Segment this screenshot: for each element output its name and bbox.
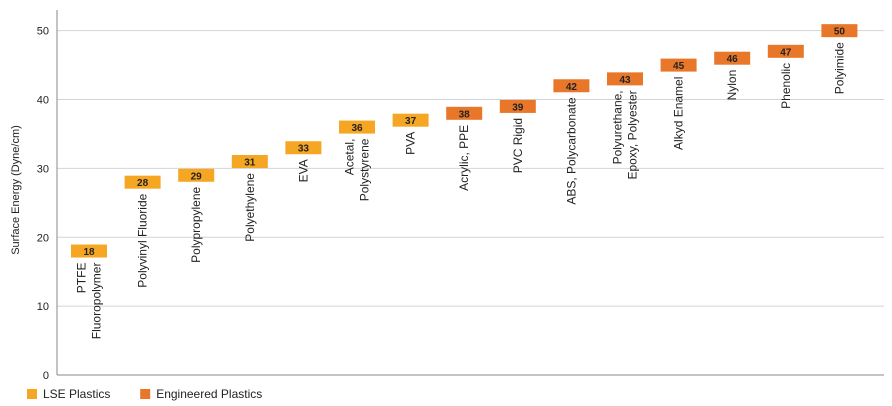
category-label: Polyethylene (243, 173, 257, 242)
y-tick-label: 20 (37, 232, 49, 244)
category-label: Acetal, (343, 139, 357, 176)
data-label: 47 (780, 47, 792, 58)
category-label: Epoxy, Polyester (626, 90, 640, 179)
gridlines (57, 30, 884, 376)
category-label: Fluoropolymer (90, 263, 104, 340)
legend-swatch (140, 389, 151, 399)
bar-mark (446, 106, 483, 120)
data-label: 43 (619, 75, 631, 86)
bar-mark (178, 168, 215, 182)
bar-mark (553, 79, 590, 93)
bar-mark (392, 113, 429, 127)
bar-mark (660, 58, 697, 72)
category-label: PVC Rigid (511, 118, 525, 173)
bar-mark (285, 141, 322, 155)
bar-mark (821, 24, 858, 38)
category-label: Polyvinyl Fluoride (136, 193, 150, 287)
data-label: 28 (137, 178, 149, 189)
legend-entry: Engineered Plastics (156, 387, 262, 401)
category-label: Alkyd Enamel (672, 77, 686, 150)
category-label: Acrylic, PPE (457, 125, 471, 191)
bar-mark (714, 51, 751, 65)
bar-mark (339, 120, 375, 134)
data-label: 38 (459, 109, 471, 120)
legend-swatch (27, 389, 37, 399)
category-label: EVA (296, 159, 310, 182)
data-label: 29 (191, 171, 203, 182)
data-label: 50 (834, 27, 846, 38)
category-label: Polypropylene (189, 186, 203, 262)
y-tick-label: 50 (37, 26, 49, 38)
y-axis-label: Surface Energy (Dyne/cm) (10, 125, 22, 255)
bar-mark (607, 72, 643, 86)
category-label: Polystyrene (358, 138, 372, 201)
data-label: 46 (727, 54, 739, 65)
category-label: Polyimide (832, 42, 846, 94)
category-label: PTFE (75, 263, 89, 294)
y-tick-label: 30 (37, 163, 49, 175)
legend: LSE Plastics Engineered Plastics (27, 387, 262, 401)
legend-entry: LSE Plastics (43, 387, 110, 401)
data-label: 42 (566, 82, 578, 93)
y-tick-label: 40 (37, 95, 49, 107)
bar-mark (231, 155, 268, 169)
data-marks: 18 PTFE Fluoropolymer 28 Polyvinyl Fluoride 2… (71, 24, 858, 340)
data-label: 18 (83, 247, 95, 258)
y-tick-label: 0 (43, 370, 49, 382)
bar-mark (499, 99, 536, 113)
data-label: 33 (298, 144, 310, 155)
y-tick-label: 10 (37, 301, 49, 313)
data-label: 37 (405, 116, 417, 127)
bar-mark (767, 44, 804, 58)
category-label: PVA (404, 132, 418, 155)
category-label: ABS, Polycarbonate (564, 97, 578, 205)
bar-mark (124, 175, 161, 189)
y-axis: 0 10 20 30 40 50 (37, 10, 58, 382)
category-label: Nylon (725, 70, 739, 101)
data-label: 39 (512, 102, 524, 113)
data-label: 36 (351, 123, 363, 134)
bar-mark (71, 244, 107, 258)
data-label: 45 (673, 61, 685, 72)
category-label: Phenolic (779, 63, 793, 109)
data-label: 31 (244, 158, 256, 169)
category-label: Polyurethane, (611, 90, 625, 164)
